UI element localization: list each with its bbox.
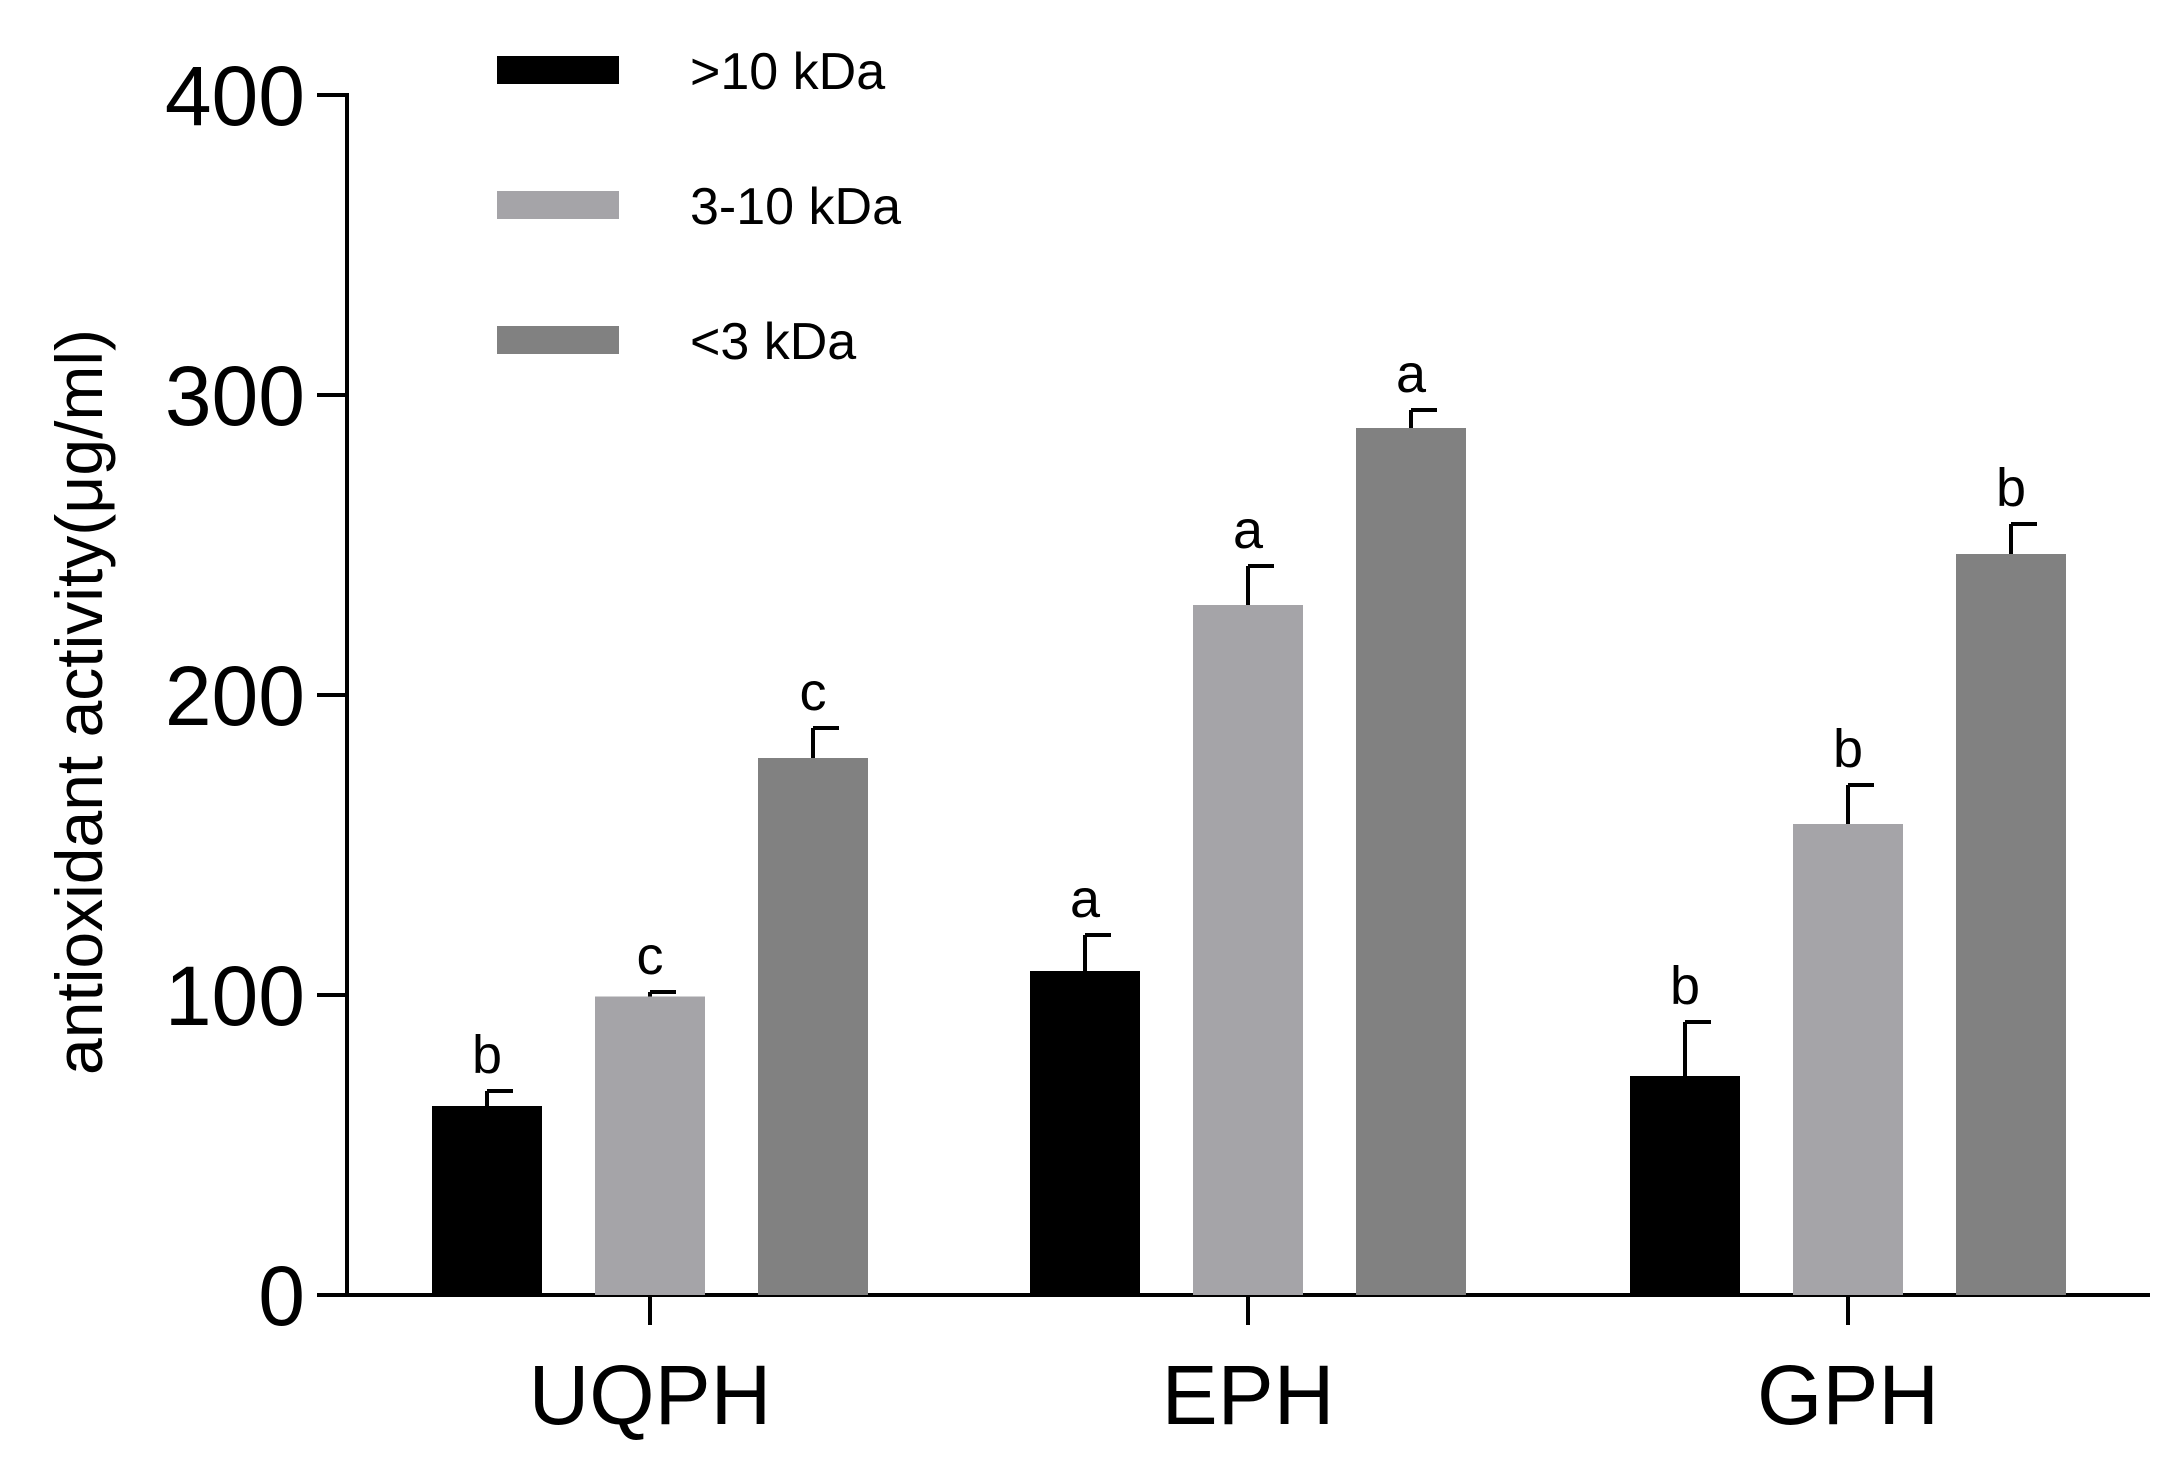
bar bbox=[1630, 1076, 1740, 1295]
significance-label: b bbox=[1996, 458, 2026, 518]
axes: 0 100 200 300 400 UQPH EPH GPH bbox=[165, 49, 2150, 1442]
legend-swatch bbox=[497, 56, 619, 84]
significance-label: b bbox=[1833, 719, 1863, 779]
legend: >10 kDa 3-10 kDa <3 kDa bbox=[497, 43, 901, 371]
y-tick-label: 200 bbox=[165, 649, 305, 743]
bar bbox=[595, 996, 705, 1295]
significance-label: b bbox=[472, 1025, 502, 1085]
y-tick-label: 300 bbox=[165, 349, 305, 443]
bar bbox=[432, 1106, 542, 1295]
x-category-label: UQPH bbox=[529, 1348, 772, 1442]
bar bbox=[1956, 554, 2066, 1295]
significance-label: a bbox=[1070, 869, 1101, 929]
significance-label: a bbox=[1233, 500, 1264, 560]
significance-label: c bbox=[637, 926, 664, 986]
legend-swatch bbox=[497, 326, 619, 354]
significance-label: c bbox=[800, 662, 827, 722]
y-tick-label: 0 bbox=[258, 1249, 305, 1343]
x-category-label: GPH bbox=[1757, 1348, 1939, 1442]
significance-label: a bbox=[1396, 344, 1427, 404]
bar bbox=[1030, 971, 1140, 1295]
legend-swatch bbox=[497, 191, 619, 219]
legend-label: <3 kDa bbox=[690, 313, 856, 371]
bar bbox=[1193, 605, 1303, 1295]
x-category-label: EPH bbox=[1162, 1348, 1335, 1442]
bars: b c c a a a b b b bbox=[432, 344, 2066, 1295]
bar bbox=[1793, 824, 1903, 1295]
y-tick-label: 400 bbox=[165, 49, 305, 143]
significance-label: b bbox=[1670, 956, 1700, 1016]
legend-label: >10 kDa bbox=[690, 43, 885, 101]
bar bbox=[758, 758, 868, 1295]
bar bbox=[1356, 428, 1466, 1295]
y-axis-label: antioxidant activity(μg/ml) bbox=[42, 329, 116, 1075]
legend-label: 3-10 kDa bbox=[690, 178, 901, 236]
y-tick-label: 100 bbox=[165, 949, 305, 1043]
